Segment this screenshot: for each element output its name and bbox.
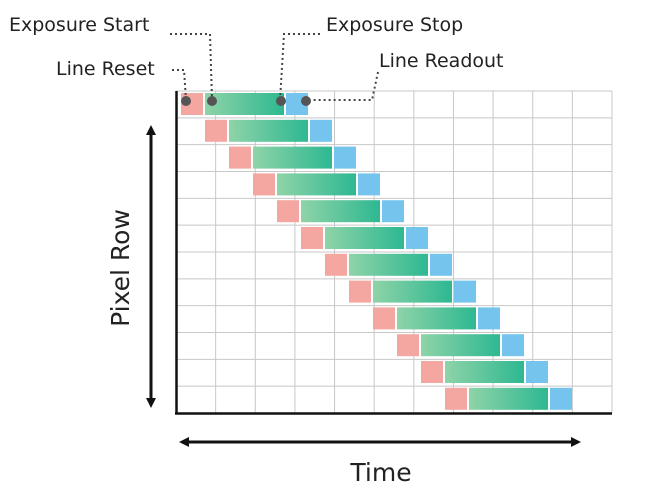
exposure-block <box>229 119 308 142</box>
exposure-block <box>325 227 404 249</box>
pixel-row <box>181 93 308 115</box>
line-readout-block <box>550 387 572 410</box>
line-readout-block <box>454 280 476 303</box>
pixel-row <box>421 361 548 383</box>
exposure-block <box>205 93 284 115</box>
line-reset-block <box>373 307 395 330</box>
line-readout-block <box>502 334 524 357</box>
exposure-block <box>349 253 428 276</box>
line-readout-block <box>526 361 548 383</box>
line-readout-block <box>478 307 500 330</box>
line-readout-block <box>334 146 356 169</box>
line-reset-block <box>445 387 467 410</box>
pixel-row <box>373 307 500 330</box>
line-reset-block <box>205 119 227 142</box>
y-axis-label: Pixel Row <box>106 209 135 327</box>
exposure-block <box>421 334 500 357</box>
pixel-row <box>349 280 476 303</box>
line-readout-block <box>406 227 428 249</box>
pixel-row <box>277 200 404 223</box>
exposure-block <box>253 146 332 169</box>
line-readout-block <box>310 119 332 142</box>
exposure-block <box>373 280 452 303</box>
line-reset-block <box>277 200 299 223</box>
line-reset-block <box>301 227 323 249</box>
exposure-stop-leader <box>279 33 320 101</box>
line-readout-block <box>358 173 380 196</box>
leader-lines <box>170 33 379 101</box>
exposure-start-leader <box>170 33 213 101</box>
pixel-row-timeline <box>181 93 572 410</box>
line-readout-block <box>382 200 404 223</box>
marker-dots <box>181 96 311 106</box>
exposure-start-label: Exposure Start <box>9 14 149 36</box>
pixel-row <box>445 387 572 410</box>
pixel-row <box>229 146 356 169</box>
line-reset-block <box>325 253 347 276</box>
line-reset-block <box>349 280 371 303</box>
chart-axes <box>175 91 612 415</box>
pixel-row <box>253 173 380 196</box>
line-reset-block <box>229 146 251 169</box>
line-readout-label: Line Readout <box>379 50 504 72</box>
exposure-block <box>445 361 524 383</box>
line-reset-block <box>397 334 419 357</box>
exposure-stop-dot <box>276 96 286 106</box>
line-readout-leader <box>306 71 379 101</box>
pixel-row <box>301 227 428 249</box>
exposure-stop-label: Exposure Stop <box>326 14 463 36</box>
exposure-block <box>469 387 548 410</box>
line-readout-block <box>430 253 452 276</box>
exposure-block <box>397 307 476 330</box>
pixel-row <box>325 253 452 276</box>
line-reset-dot <box>181 96 191 106</box>
line-reset-label: Line Reset <box>56 58 155 80</box>
exposure-block <box>277 173 356 196</box>
pixel-row <box>397 334 524 357</box>
time-grid <box>176 90 613 413</box>
line-reset-block <box>253 173 275 196</box>
line-reset-leader <box>172 69 187 101</box>
exposure-block <box>301 200 380 223</box>
line-reset-block <box>421 361 443 383</box>
line-readout-dot <box>301 96 311 106</box>
exposure-start-dot <box>207 96 217 106</box>
x-axis-label: Time <box>349 458 411 487</box>
pixel-row <box>205 119 332 142</box>
